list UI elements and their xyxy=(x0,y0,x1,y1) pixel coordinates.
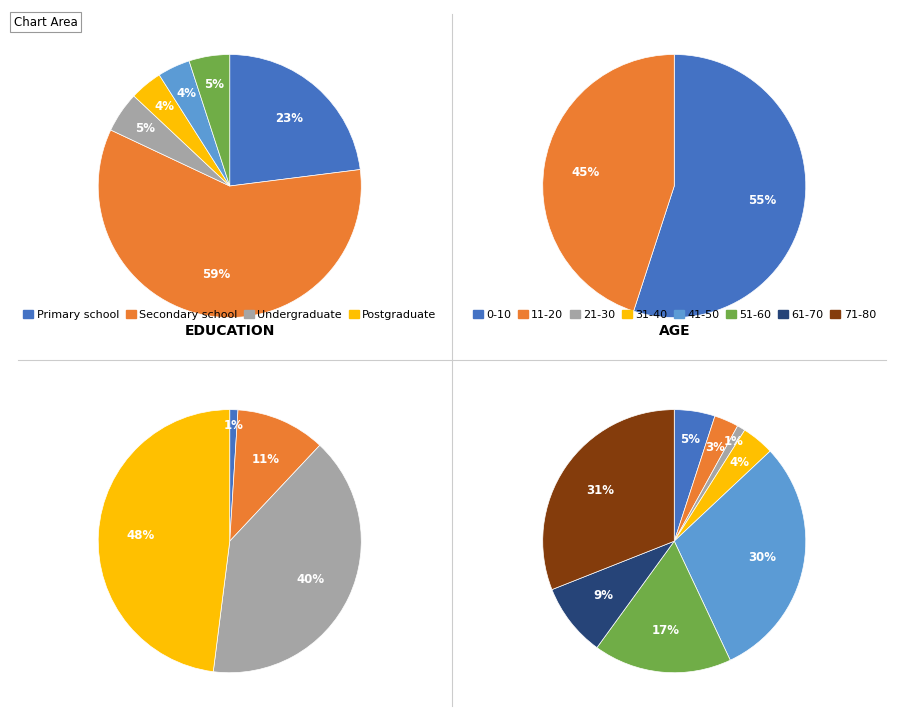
Text: Chart Area: Chart Area xyxy=(14,16,78,29)
Wedge shape xyxy=(542,410,674,590)
Text: 9%: 9% xyxy=(593,590,613,603)
Wedge shape xyxy=(552,541,674,647)
Text: 4%: 4% xyxy=(176,86,196,99)
Wedge shape xyxy=(98,410,229,672)
Text: 40%: 40% xyxy=(296,573,324,586)
Wedge shape xyxy=(542,55,674,311)
Wedge shape xyxy=(596,541,730,672)
Text: 5%: 5% xyxy=(680,433,700,446)
Wedge shape xyxy=(674,416,737,541)
Wedge shape xyxy=(189,55,229,186)
Wedge shape xyxy=(159,61,229,186)
Text: 59%: 59% xyxy=(201,268,229,281)
Wedge shape xyxy=(98,130,361,318)
Title: EDUCATION: EDUCATION xyxy=(184,324,275,338)
Wedge shape xyxy=(674,426,744,541)
Wedge shape xyxy=(674,410,714,541)
Text: 11%: 11% xyxy=(251,453,279,466)
Text: 23%: 23% xyxy=(275,112,303,125)
Text: 45%: 45% xyxy=(572,166,600,179)
Text: 3%: 3% xyxy=(704,441,724,454)
Text: 1%: 1% xyxy=(223,419,243,432)
Wedge shape xyxy=(110,96,229,186)
Wedge shape xyxy=(674,451,805,660)
Wedge shape xyxy=(229,410,320,541)
Text: 4%: 4% xyxy=(154,101,174,114)
Wedge shape xyxy=(229,55,360,186)
Wedge shape xyxy=(229,410,237,541)
Legend: Primary school, Secondary school, Undergraduate, Postgraduate: Primary school, Secondary school, Underg… xyxy=(23,310,436,320)
Wedge shape xyxy=(213,445,361,672)
Title: AGE: AGE xyxy=(657,324,689,338)
Legend: 0-10, 11-20, 21-30, 31-40, 41-50, 51-60, 61-70, 71-80: 0-10, 11-20, 21-30, 31-40, 41-50, 51-60,… xyxy=(472,310,875,320)
Text: 30%: 30% xyxy=(748,552,776,564)
Text: 5%: 5% xyxy=(135,122,154,135)
Wedge shape xyxy=(134,75,229,186)
Text: 55%: 55% xyxy=(748,194,776,207)
Text: 4%: 4% xyxy=(729,456,749,469)
Text: 48%: 48% xyxy=(126,529,154,542)
Text: 1%: 1% xyxy=(722,435,742,448)
Wedge shape xyxy=(633,55,805,318)
Text: 5%: 5% xyxy=(203,78,223,91)
Wedge shape xyxy=(674,430,769,541)
Text: 31%: 31% xyxy=(586,485,614,498)
Text: 17%: 17% xyxy=(651,624,679,636)
